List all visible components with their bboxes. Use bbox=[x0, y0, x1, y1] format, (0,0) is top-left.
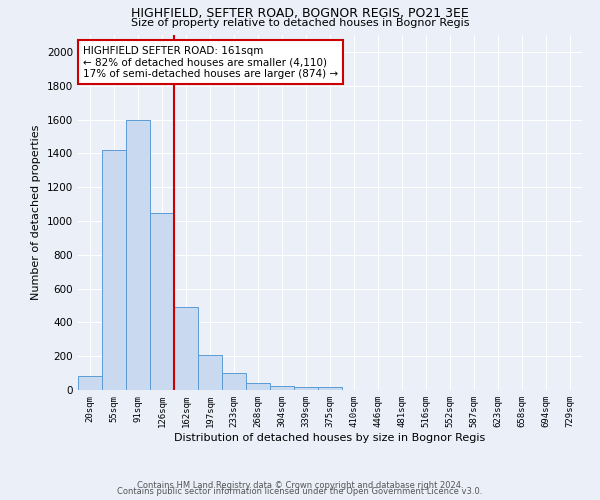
Text: Contains public sector information licensed under the Open Government Licence v3: Contains public sector information licen… bbox=[118, 487, 482, 496]
Bar bbox=[174, 307, 198, 390]
Text: Size of property relative to detached houses in Bognor Regis: Size of property relative to detached ho… bbox=[131, 18, 469, 28]
Bar bbox=[294, 386, 318, 390]
Bar bbox=[198, 356, 222, 390]
Bar bbox=[246, 383, 270, 390]
Y-axis label: Number of detached properties: Number of detached properties bbox=[31, 125, 41, 300]
Text: HIGHFIELD SEFTER ROAD: 161sqm
← 82% of detached houses are smaller (4,110)
17% o: HIGHFIELD SEFTER ROAD: 161sqm ← 82% of d… bbox=[83, 46, 338, 79]
Bar bbox=[270, 386, 294, 390]
Text: Contains HM Land Registry data © Crown copyright and database right 2024.: Contains HM Land Registry data © Crown c… bbox=[137, 481, 463, 490]
Bar bbox=[150, 212, 174, 390]
Bar bbox=[126, 120, 150, 390]
X-axis label: Distribution of detached houses by size in Bognor Regis: Distribution of detached houses by size … bbox=[175, 432, 485, 442]
Bar bbox=[102, 150, 126, 390]
Bar bbox=[222, 373, 246, 390]
Text: HIGHFIELD, SEFTER ROAD, BOGNOR REGIS, PO21 3EE: HIGHFIELD, SEFTER ROAD, BOGNOR REGIS, PO… bbox=[131, 8, 469, 20]
Bar bbox=[318, 388, 342, 390]
Bar bbox=[78, 376, 102, 390]
